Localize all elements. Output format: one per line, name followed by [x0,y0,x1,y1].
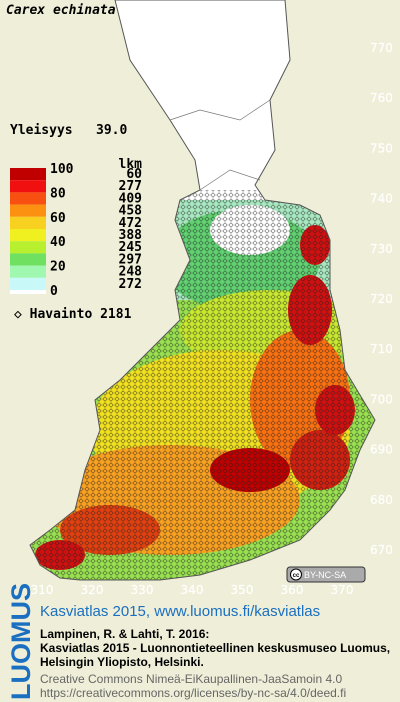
legend-count: 388 [119,228,143,243]
species-name: Carex echinata [6,3,116,18]
license-line: Creative Commons Nimeä-EiKaupallinen-Jaa… [40,672,342,686]
x-tick-label: 370 [331,583,354,597]
observation-label: Havainto [30,307,93,322]
legend-swatch [10,180,46,193]
count-header: lkm [119,157,143,172]
legend-swatch [10,277,46,290]
license-badge: cc BY-NC-SA [286,566,366,583]
license-line: https://creativecommons.org/licenses/by-… [40,686,346,700]
citation-line: Kasviatlas 2015 - Luonnontieteellinen ke… [40,641,390,655]
logo: LUOMUS [6,583,36,700]
y-tick-label: 710 [370,342,393,356]
x-tick-label: 310 [31,583,54,597]
x-tick-label: 360 [281,583,304,597]
legend-swatch [10,168,46,181]
x-tick-label: 350 [231,583,254,597]
observation-count: 2181 [100,307,131,322]
legend-level: 40 [50,235,66,250]
y-tick-label: 690 [370,443,393,457]
x-tick-label: 330 [131,583,154,597]
y-tick-label: 680 [370,493,393,507]
x-tick-label: 320 [81,583,104,597]
y-tick-label: 700 [370,392,393,406]
legend-level: 20 [50,260,66,275]
legend-level: 60 [50,211,66,226]
legend-level: 80 [50,186,66,201]
frequency-label: Yleisyys [10,123,73,138]
citation-line: Lampinen, R. & Lahti, T. 2016: [40,627,209,641]
license-badge-text: BY-NC-SA [304,570,346,580]
legend-swatch [10,229,46,242]
observation-label: ◇ Havainto 2181 [14,307,132,322]
legend-count: 458 [119,204,143,219]
legend-count: 277 [119,179,142,194]
legend-swatch [10,265,46,278]
y-tick-label: 750 [370,141,393,155]
legend-swatch [10,204,46,217]
legend-count: 472 [119,216,142,231]
legend-swatch [10,253,46,266]
x-tick-label: 340 [181,583,204,597]
svg-text:cc: cc [293,573,300,579]
y-tick-label: 760 [370,91,393,105]
citation-line: Helsingin Yliopisto, Helsinki. [40,655,204,669]
legend-count: 272 [119,277,142,292]
legend-level: 0 [50,284,58,299]
atlas-link[interactable]: Kasviatlas 2015, www.luomus.fi/kasviatla… [40,603,320,620]
legend-count: 245 [119,240,142,255]
legend-swatch [10,290,46,294]
legend-count: 60 [126,167,142,182]
legend-count: 248 [119,265,143,280]
y-tick-label: 730 [370,242,393,256]
legend-count: 297 [119,252,142,267]
y-tick-label: 670 [370,543,393,557]
y-tick-label: 720 [370,292,393,306]
legend-level: 100 [50,162,74,177]
legend-swatch [10,241,46,254]
map: Carex echinata Yleisyys 39.0 lkm ◇ Havai… [6,0,376,583]
legend-count: 409 [119,191,142,206]
frequency: 39.0 [96,123,127,138]
legend-swatch [10,192,46,205]
y-tick-label: 740 [370,192,393,206]
y-tick-label: 770 [370,41,393,55]
legend-swatch [10,216,46,229]
